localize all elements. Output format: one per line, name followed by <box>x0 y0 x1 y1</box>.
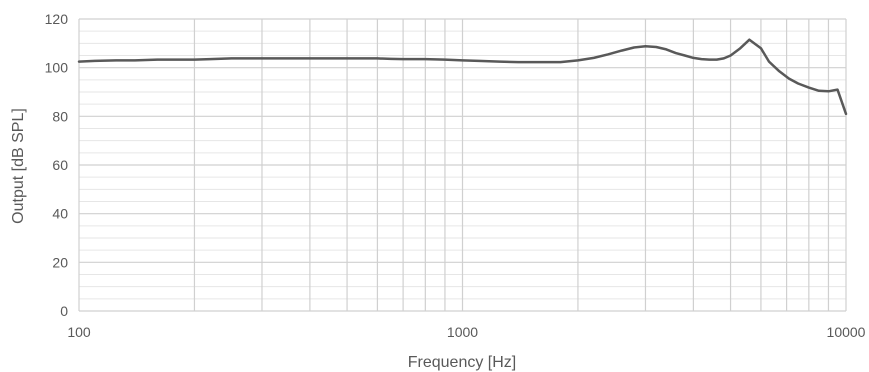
y-tick-label: 0 <box>60 303 68 319</box>
x-axis-title: Frequency [Hz] <box>408 354 516 371</box>
y-tick-label: 40 <box>52 206 68 222</box>
x-axis-ticks: 100 1000 10000 <box>67 324 865 340</box>
x-tick-label: 1000 <box>447 324 478 340</box>
grid <box>78 18 847 312</box>
y-tick-label: 60 <box>52 157 68 173</box>
series-line <box>77 38 848 116</box>
x-tick-label: 10000 <box>827 324 866 340</box>
y-tick-label: 80 <box>52 108 68 124</box>
y-tick-label: 20 <box>52 254 68 270</box>
x-tick-label: 100 <box>67 324 91 340</box>
y-axis-ticks: 0 20 40 60 80 100 120 <box>45 11 69 319</box>
y-tick-label: 120 <box>45 11 69 27</box>
series-layer <box>77 38 848 116</box>
y-tick-label: 100 <box>45 60 69 76</box>
y-axis-title: Output [dB SPL] <box>10 108 27 224</box>
